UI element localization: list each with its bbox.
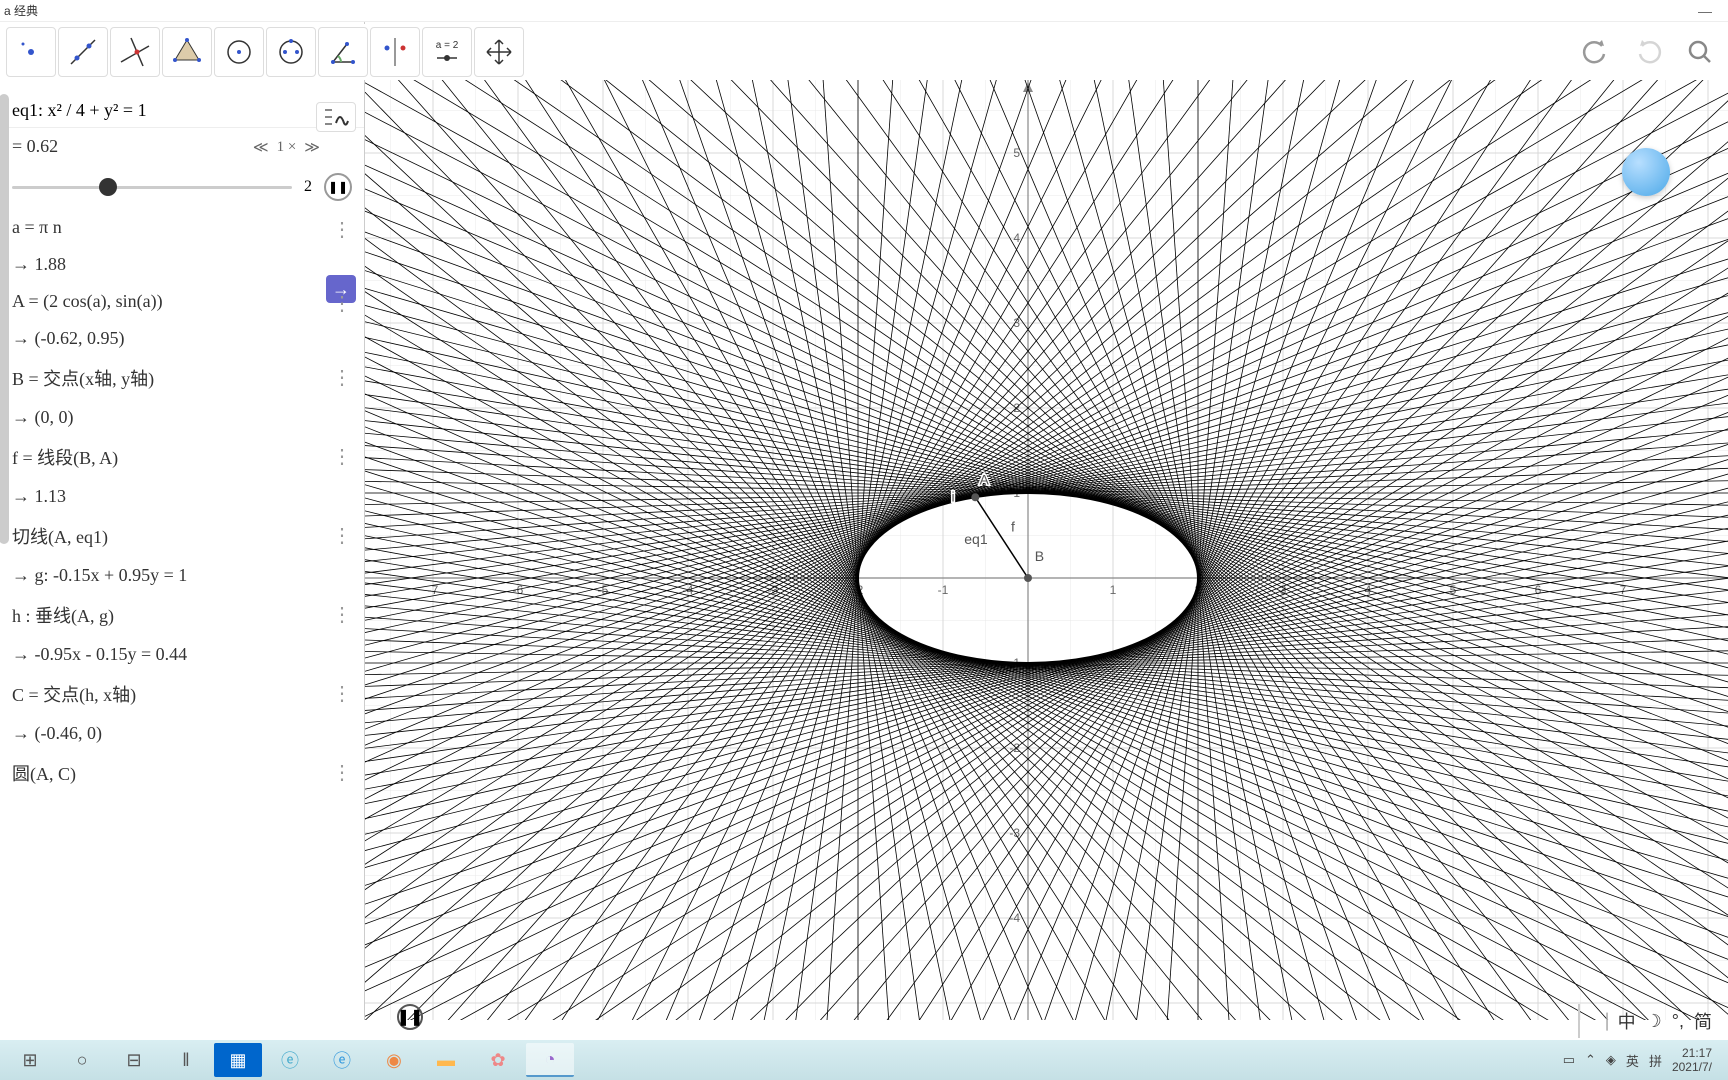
slider-prev[interactable]: ≪ <box>253 138 269 157</box>
slider-track[interactable] <box>12 186 292 189</box>
algebra-item-0[interactable]: a = π n <box>0 209 364 246</box>
taskbar-start[interactable]: ⊞ <box>6 1043 54 1077</box>
search-button[interactable] <box>1680 32 1720 72</box>
ime-lang[interactable]: 中 <box>1618 1008 1636 1034</box>
algebra-item-14[interactable]: 圆(A, C) <box>0 752 364 794</box>
algebra-header: eq1: x² / 4 + y² = 1 <box>0 94 364 128</box>
svg-text:B: B <box>1035 548 1044 564</box>
eq1-label: eq1: x² / 4 + y² = 1 <box>12 100 147 121</box>
algebra-item-12[interactable]: C = 交点(h, x轴) <box>0 673 364 715</box>
system-tray: ▭ ⌃ ◈ 英 拼 21:17 2021/7/ <box>1563 1046 1722 1075</box>
slider-row: 2 ❚❚ <box>0 165 364 209</box>
slider-pause-button[interactable]: ❚❚ <box>324 173 352 201</box>
tool-ellipse[interactable] <box>266 27 316 77</box>
taskbar-search[interactable]: ○ <box>58 1043 106 1077</box>
slider-next[interactable]: ≫ <box>304 138 320 157</box>
svg-text:eq1: eq1 <box>964 531 988 547</box>
svg-text:f: f <box>1011 518 1015 534</box>
taskbar-photos[interactable]: ▦ <box>214 1043 262 1077</box>
tool-line[interactable] <box>58 27 108 77</box>
ime-mode[interactable]: 简 <box>1694 1008 1712 1034</box>
tool-polygon[interactable] <box>162 27 212 77</box>
taskbar-edge-old[interactable]: ⓔ <box>266 1043 314 1077</box>
algebra-item-5[interactable]: → (0, 0) <box>0 399 364 436</box>
ime-bar: ⎹ 中 ☽ °, 简 <box>1578 1004 1722 1038</box>
tool-angle[interactable] <box>318 27 368 77</box>
graph-canvas[interactable]: -7-6-5-4-3-2-11234567-4-3-2-1123456ABieq… <box>365 80 1728 1020</box>
tray-icon-0[interactable]: ▭ <box>1563 1052 1575 1068</box>
algebra-scrollbar[interactable] <box>0 94 9 544</box>
svg-text:a = 2: a = 2 <box>436 40 459 51</box>
app-title: a 经典 <box>4 2 38 19</box>
taskbar-cortana[interactable]: ‖ <box>162 1043 210 1077</box>
svg-text:-4: -4 <box>1009 911 1020 925</box>
algebra-item-10[interactable]: h : 垂线(A, g) <box>0 594 364 636</box>
tool-move[interactable] <box>474 27 524 77</box>
taskbar-taskview[interactable]: ⊟ <box>110 1043 158 1077</box>
animation-play-button[interactable]: ❚❚ <box>397 1004 423 1030</box>
taskbar-wechat[interactable]: ✿ <box>474 1043 522 1077</box>
tray-icon-2[interactable]: ◈ <box>1606 1052 1616 1068</box>
tray-clock[interactable]: 21:17 2021/7/ <box>1672 1046 1712 1075</box>
tray-icon-3[interactable]: 英 <box>1626 1051 1639 1070</box>
graph-area[interactable]: -7-6-5-4-3-2-11234567-4-3-2-1123456ABieq… <box>365 80 1728 1020</box>
algebra-item-7[interactable]: → 1.13 <box>0 478 364 515</box>
window-controls: — <box>1698 3 1728 19</box>
tray-icon-4[interactable]: 拼 <box>1649 1051 1662 1070</box>
taskbar-ie[interactable]: ⓔ <box>318 1043 366 1077</box>
ime-separator: ⎹ <box>1590 1011 1608 1032</box>
svg-text:-1: -1 <box>938 583 949 597</box>
algebra-item-3[interactable]: → (-0.62, 0.95) <box>0 320 364 357</box>
algebra-item-9[interactable]: → g: -0.15x + 0.95y = 1 <box>0 557 364 594</box>
slider-thumb[interactable] <box>99 178 117 196</box>
redo-button[interactable] <box>1628 32 1668 72</box>
algebra-item-2[interactable]: A = (2 cos(a), sin(a)) <box>0 283 364 320</box>
minimize-btn[interactable]: — <box>1698 3 1712 19</box>
tool-perpendicular[interactable] <box>110 27 160 77</box>
algebra-item-11[interactable]: → -0.95x - 0.15y = 0.44 <box>0 636 364 673</box>
main-area: eq1: x² / 4 + y² = 1 = 0.62 ≪ 1 × ≫ 2 ❚❚… <box>0 22 1728 1020</box>
algebra-item-6[interactable]: f = 线段(B, A) <box>0 436 364 478</box>
ime-punct[interactable]: °, <box>1672 1011 1684 1032</box>
tool-slider[interactable]: a = 2 <box>422 27 472 77</box>
algebra-item-8[interactable]: 切线(A, eq1) <box>0 515 364 557</box>
taskbar-files[interactable]: ▬ <box>422 1043 470 1077</box>
tray-icon-1[interactable]: ⌃ <box>1585 1052 1596 1068</box>
algebra-panel: eq1: x² / 4 + y² = 1 = 0.62 ≪ 1 × ≫ 2 ❚❚… <box>0 22 365 1020</box>
svg-text:1: 1 <box>1110 583 1117 597</box>
svg-text:A: A <box>980 472 990 488</box>
toolbar: a = 2 <box>0 24 1728 80</box>
algebra-item-13[interactable]: → (-0.46, 0) <box>0 715 364 752</box>
slider-max: 2 <box>304 178 312 196</box>
tool-point[interactable] <box>6 27 56 77</box>
slider-value-label: = 0.62 ≪ 1 × ≫ <box>0 128 364 165</box>
titlebar: a 经典 — <box>0 0 1728 22</box>
algebra-item-4[interactable]: B = 交点(x轴, y轴) <box>0 357 364 399</box>
taskbar-chrome[interactable]: ◉ <box>370 1043 418 1077</box>
svg-text:i: i <box>952 489 955 505</box>
undo-button[interactable] <box>1576 32 1616 72</box>
taskbar: ⊞○⊟‖▦ⓔⓔ◉▬✿◔ ▭ ⌃ ◈ 英 拼 21:17 2021/7/ <box>0 1040 1728 1080</box>
algebra-item-1[interactable]: → 1.88→ <box>0 246 364 283</box>
svg-text:4: 4 <box>1013 231 1020 245</box>
taskbar-geogebra[interactable]: ◔ <box>526 1043 574 1077</box>
ime-moon-icon[interactable]: ☽ <box>1646 1011 1662 1032</box>
slider-mult: 1 × <box>277 139 297 156</box>
tool-reflect[interactable] <box>370 27 420 77</box>
tool-circle[interactable] <box>214 27 264 77</box>
floating-assistant-icon[interactable] <box>1622 148 1670 196</box>
